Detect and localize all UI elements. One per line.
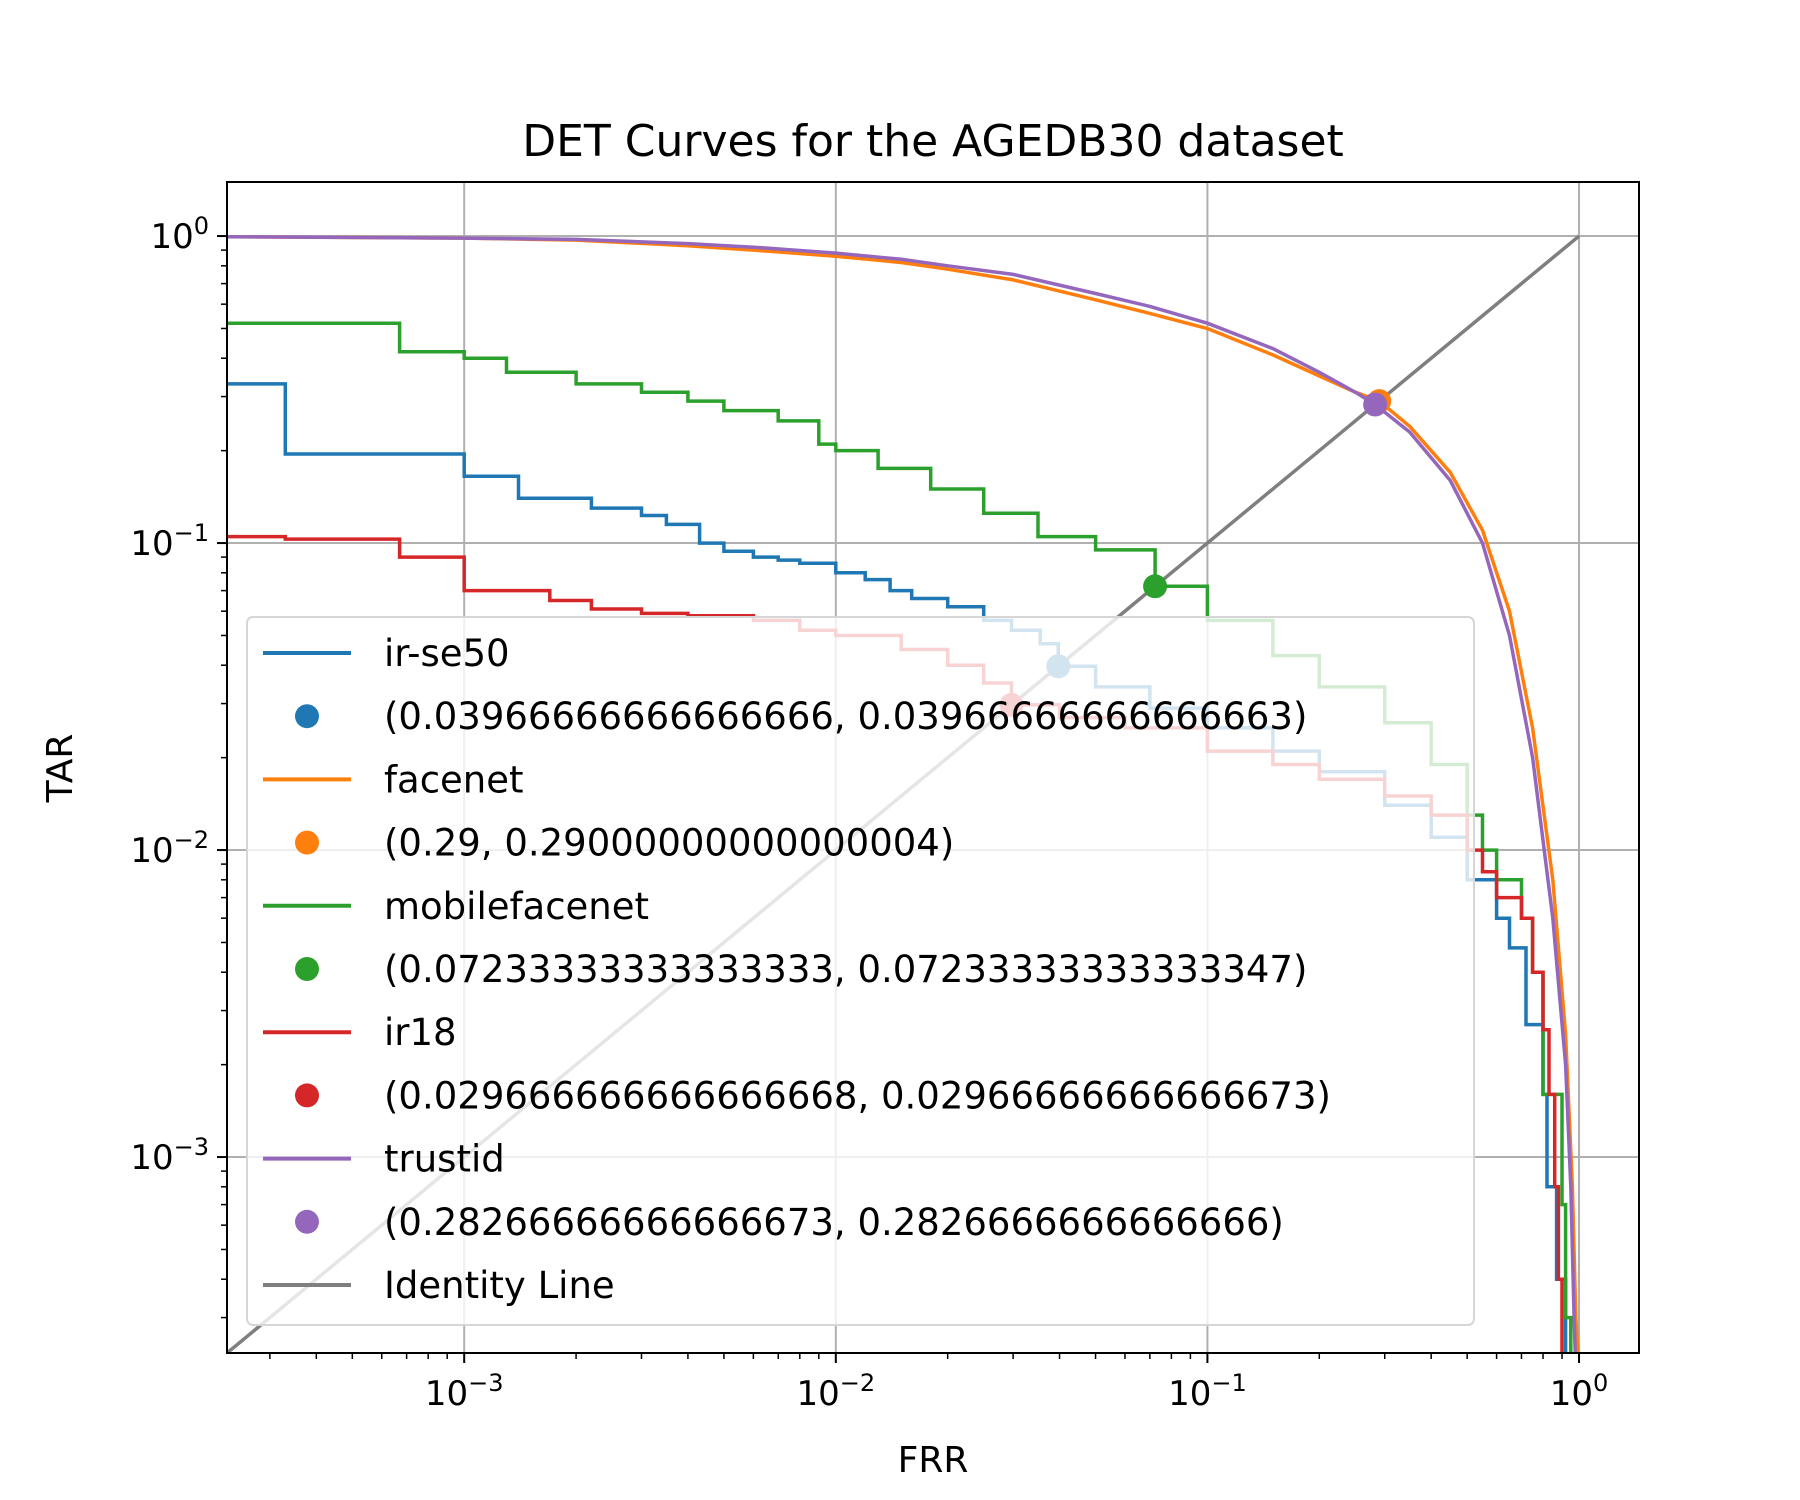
x-axis-label: FRR	[898, 1440, 969, 1481]
plot-frame	[226, 181, 1640, 1354]
legend-dot-swatch	[295, 830, 319, 855]
legend-dot-swatch	[295, 704, 319, 729]
y-tick-label: 100	[150, 212, 209, 257]
legend: ir-se50 (0.03966666666666666, 0.039666666…	[246, 616, 1475, 1326]
series-line-trustid	[227, 234, 1577, 1353]
legend-label: ir18	[384, 1011, 457, 1054]
legend-label: Identity Line	[384, 1264, 615, 1307]
legend-label: facenet	[384, 758, 524, 801]
y-axis-label: TAR	[40, 734, 81, 804]
series-line-facenet	[227, 234, 1580, 1353]
equal-error-marker	[1363, 392, 1388, 417]
x-tick-label: 10−3	[425, 1369, 504, 1414]
legend-box	[246, 616, 1475, 1326]
legend-label: (0.07233333333333333, 0.0723333333333334…	[384, 948, 1307, 991]
legend-label: mobilefacenet	[384, 885, 649, 928]
y-tick-label: 10−2	[130, 826, 209, 871]
legend-label: trustid	[384, 1138, 505, 1181]
legend-dot-swatch	[295, 957, 319, 981]
x-tick-label: 10−1	[1168, 1369, 1247, 1414]
legend-dot-swatch	[295, 1083, 319, 1108]
legend-label: (0.03966666666666666, 0.0396666666666666…	[384, 695, 1307, 738]
legend-label: (0.29, 0.29000000000000004)	[384, 822, 954, 865]
x-tick-label: 10−2	[796, 1369, 875, 1414]
y-tick-label: 10−1	[130, 519, 209, 564]
legend-label: (0.029666666666666668, 0.029666666666666…	[384, 1074, 1331, 1117]
chart-title: DET Curves for the AGEDB30 dataset	[522, 116, 1344, 167]
axis-ticks: 10−3 10−2 10−1 100 10−3 10−2 10−1 100	[130, 212, 1608, 1414]
legend-label: ir-se50	[384, 632, 510, 675]
legend-dot-swatch	[295, 1209, 319, 1234]
x-tick-label: 100	[1550, 1369, 1609, 1414]
equal-error-marker	[1143, 574, 1168, 599]
y-tick-label: 10−3	[130, 1133, 209, 1178]
legend-label: (0.28266666666666673, 0.2826666666666666…	[384, 1201, 1284, 1244]
